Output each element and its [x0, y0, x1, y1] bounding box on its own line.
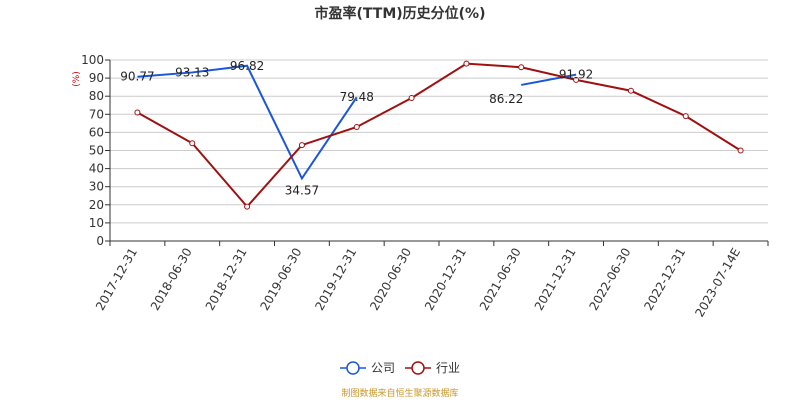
y-tick-label: 40 — [89, 162, 104, 176]
data-point-industry — [463, 60, 470, 67]
data-point-industry — [353, 123, 360, 130]
x-tick-label: 2019-12-31 — [312, 246, 359, 313]
data-point-industry — [737, 147, 744, 154]
data-label-company: 79.48 — [340, 90, 374, 104]
x-tick-label: 2018-06-30 — [148, 246, 195, 313]
x-tick-label: 2020-06-30 — [367, 246, 414, 313]
data-point-industry — [573, 76, 580, 83]
y-tick-label: 60 — [89, 125, 104, 139]
legend[interactable]: 公司 行业 — [340, 361, 460, 375]
data-point-industry — [518, 64, 525, 71]
data-point-industry — [244, 203, 251, 210]
data-label-company: 91.92 — [559, 68, 593, 82]
x-tick-label: 2020-12-31 — [422, 246, 469, 313]
x-axis-ticks: 2017-12-31 2018-06-30 2018-12-31 2019-06-30… — [93, 241, 769, 320]
y-tick-label: 90 — [89, 71, 104, 85]
y-tick-label: 50 — [89, 144, 104, 158]
x-tick-label: 2022-12-31 — [641, 246, 688, 313]
data-point-industry — [627, 87, 634, 94]
grid — [110, 59, 768, 224]
series-line-company — [137, 64, 358, 181]
chart-title: 市盈率(TTM)历史分位(%) — [315, 5, 486, 22]
data-label-company: 93.13 — [175, 65, 209, 79]
data-point-industry — [408, 95, 415, 102]
legend-marker-industry — [411, 361, 425, 375]
series-line-industry — [136, 62, 742, 209]
y-tick-label: 70 — [89, 107, 104, 121]
y-axis-ticks: 0 10 20 30 40 50 60 70 80 90 100 — [81, 53, 110, 248]
x-tick-label: 2019-06-30 — [258, 246, 305, 313]
x-tick-label: 2021-12-31 — [532, 246, 579, 313]
y-tick-label: 10 — [89, 216, 104, 230]
data-label-company: 96.82 — [230, 59, 264, 73]
y-tick-label: 0 — [96, 234, 104, 248]
x-tick-label: 2022-06-30 — [587, 246, 634, 313]
series-group — [134, 60, 744, 210]
x-tick-label: 2018-12-31 — [203, 246, 250, 313]
y-tick-label: 100 — [81, 53, 104, 67]
data-label-company: 86.22 — [489, 92, 523, 106]
x-tick-label: 2023-07-14E — [692, 246, 743, 320]
y-tick-label: 80 — [89, 89, 104, 103]
data-label-company: 34.57 — [285, 183, 319, 197]
y-axis-unit-label: (%) — [72, 71, 82, 87]
data-point-industry — [189, 140, 196, 147]
x-tick-label: 2021-06-30 — [477, 246, 524, 313]
series-line-company — [521, 73, 577, 86]
data-label-company: 90.77 — [120, 70, 154, 84]
data-point-industry — [134, 109, 141, 116]
legend-marker-company — [346, 361, 360, 375]
legend-label-industry: 行业 — [436, 361, 460, 375]
legend-label-company: 公司 — [371, 361, 395, 375]
y-tick-label: 30 — [89, 180, 104, 194]
data-point-industry — [298, 142, 305, 149]
x-tick-label: 2017-12-31 — [93, 246, 140, 313]
y-tick-label: 20 — [89, 198, 104, 212]
data-labels: 90.77 93.13 96.82 34.57 79.48 86.22 91.92 — [120, 59, 593, 198]
source-note: 制图数据来自恒生聚源数据库 — [341, 387, 458, 399]
data-point-industry — [682, 113, 689, 120]
